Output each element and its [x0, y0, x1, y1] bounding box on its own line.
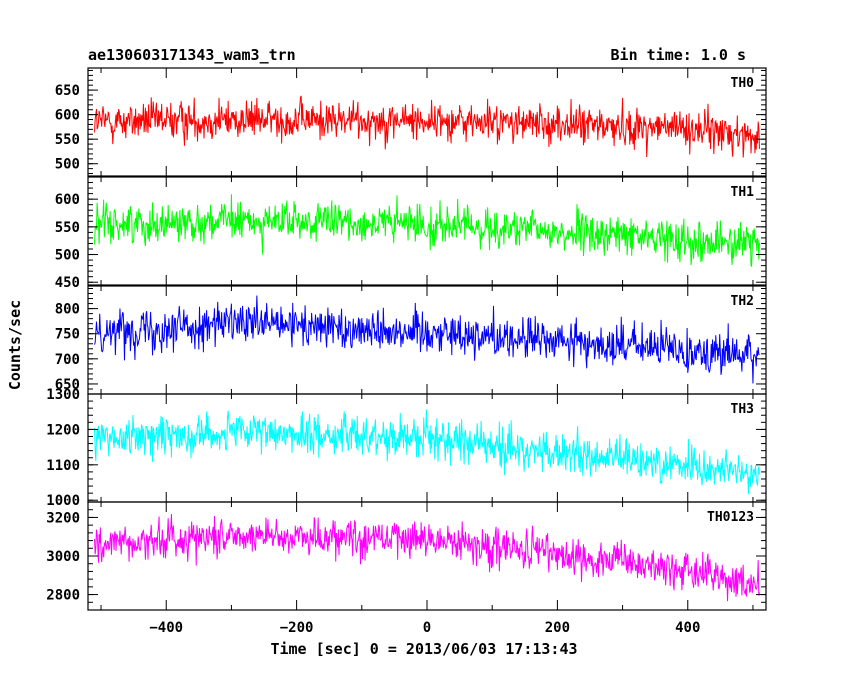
panel-name-label: TH2 — [731, 294, 754, 309]
x-axis-label: Time [sec] 0 = 2013/06/03 17:13:43 — [270, 640, 577, 658]
panel-frame — [87, 393, 767, 503]
x-tick-label: 400 — [675, 620, 700, 636]
panel-th1: 450 500 550 600 TH1 — [55, 176, 767, 291]
y-tick-label: 650 — [55, 83, 80, 99]
panel-name-label: TH0 — [731, 76, 755, 91]
panel-name-label: TH0123 — [707, 510, 754, 525]
y-axis-label: Counts/sec — [6, 300, 24, 390]
panel-name-label: TH3 — [731, 402, 754, 417]
y-tick-label: 3000 — [46, 549, 80, 565]
panel-th0: 500 550 600 650 TH0 — [55, 67, 767, 177]
panel-name-label: TH1 — [731, 185, 755, 200]
series-line-th2 — [94, 295, 760, 384]
y-tick-label: 800 — [55, 302, 80, 318]
y-tick-label: 700 — [55, 352, 80, 368]
panel-frame — [87, 176, 767, 286]
series-line-th3 — [94, 409, 760, 495]
object-name-label: ae130603171343_wam3_trn — [88, 46, 296, 64]
y-tick-label: 1100 — [46, 458, 80, 474]
panel-th0123: 2800 3000 3200 TH0123 — [46, 501, 767, 611]
y-tick-label: 2800 — [46, 588, 80, 604]
x-tick-label: 0 — [423, 620, 431, 636]
y-tick-label: 450 — [55, 275, 80, 291]
series-line-th1 — [94, 194, 760, 267]
y-tick-label: 500 — [55, 157, 80, 173]
y-tick-label: 600 — [55, 192, 80, 208]
panel-th3: 1000 1100 1200 1300 TH3 — [46, 387, 767, 509]
y-tick-label: 1300 — [46, 387, 80, 403]
series-line-th0 — [94, 95, 760, 158]
panel-th2: 650 700 750 800 TH2 — [55, 285, 767, 395]
x-tick-label: 200 — [545, 620, 570, 636]
panels-group: 500 550 600 650 TH0 450 500 550 600 TH1 650 700 750 8… — [46, 67, 767, 636]
y-tick-label: 550 — [55, 132, 80, 148]
panel-frame — [87, 501, 767, 611]
series-line-th0123 — [94, 514, 760, 602]
x-tick-label: −400 — [149, 620, 183, 636]
y-tick-label: 1000 — [46, 493, 80, 509]
y-tick-label: 500 — [55, 248, 80, 264]
y-tick-label: 1200 — [46, 422, 80, 438]
y-tick-label: 750 — [55, 327, 80, 343]
y-tick-label: 3200 — [46, 510, 80, 526]
bin-time-label: Bin time: 1.0 s — [611, 46, 746, 64]
y-tick-label: 650 — [55, 377, 80, 393]
x-tick-label: −200 — [280, 620, 314, 636]
y-tick-label: 600 — [55, 108, 80, 124]
y-tick-label: 550 — [55, 220, 80, 236]
